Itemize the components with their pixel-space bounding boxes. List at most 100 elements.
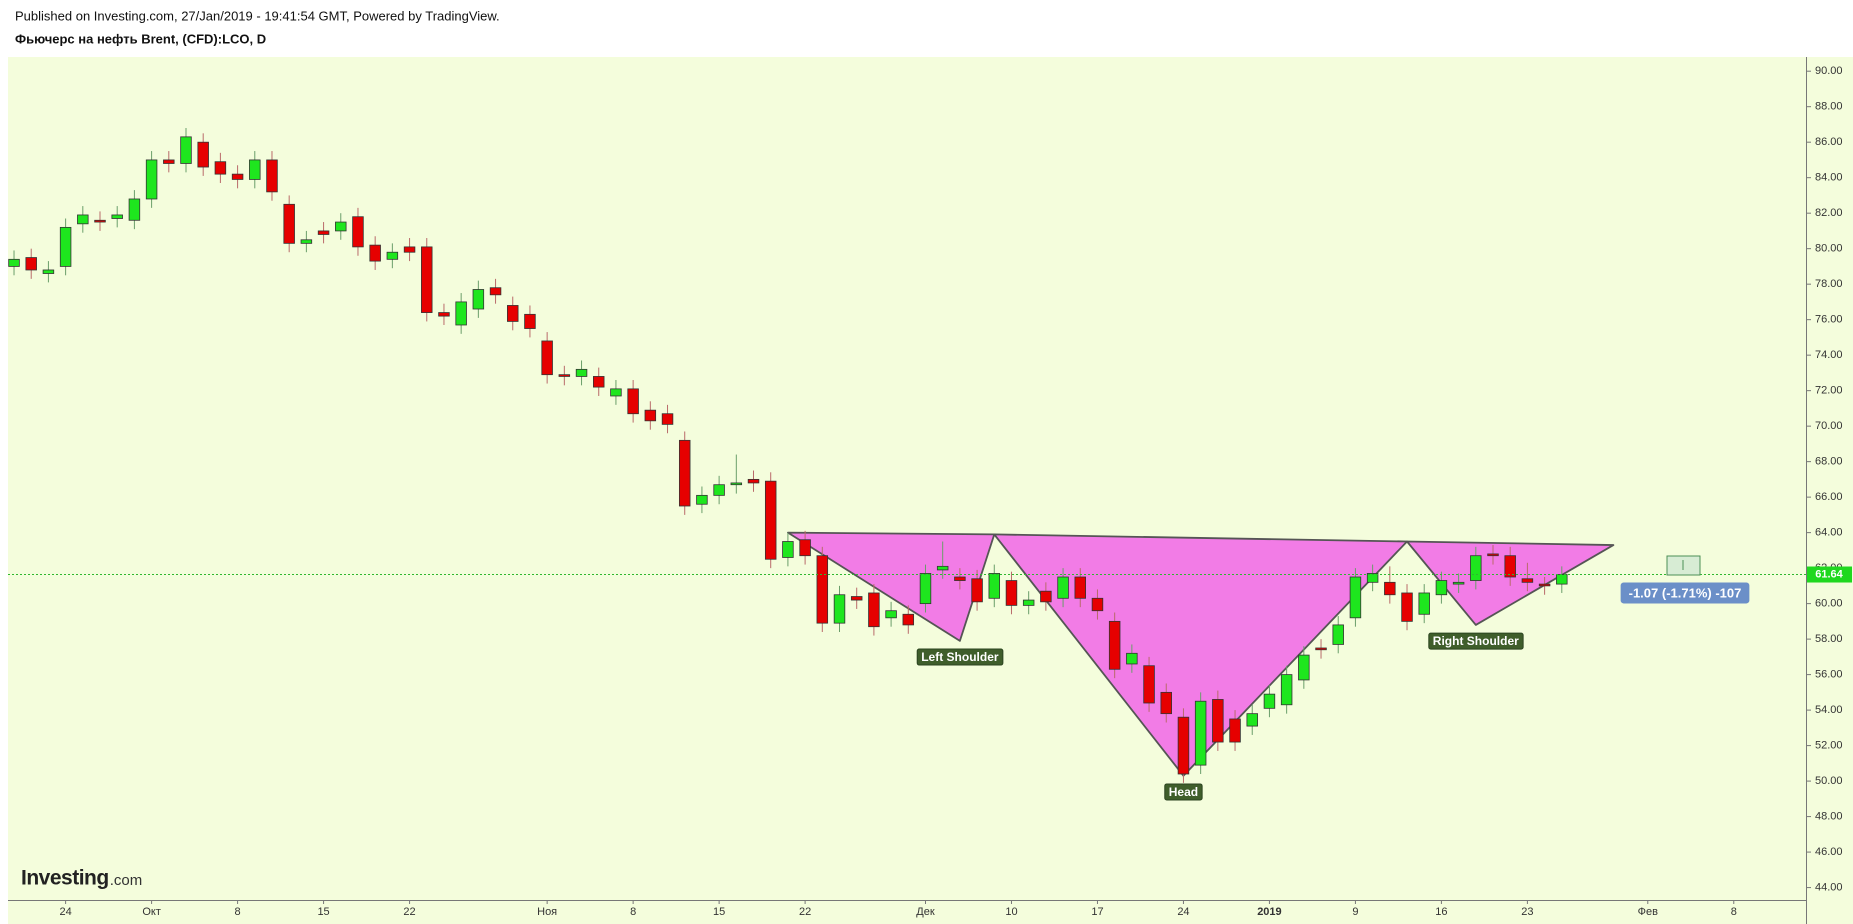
candle-body	[1091, 597, 1104, 612]
candle-body	[1401, 592, 1413, 622]
candle-body	[833, 594, 846, 624]
plot-area	[8, 57, 1806, 900]
candle-body	[541, 340, 553, 376]
y-tick-label: 78.00	[1815, 278, 1843, 290]
x-tick-label: 22	[799, 906, 811, 918]
candle-body	[971, 578, 983, 603]
x-tick-label: 24	[1177, 906, 1189, 918]
candle-body	[644, 409, 657, 422]
candle-body	[1005, 580, 1018, 606]
candle-body	[747, 478, 760, 484]
marks: 44.00 46.00 48.00 50.00 52.00 54.00 56.00 58.00…	[8, 65, 1852, 918]
candle-body	[885, 610, 897, 619]
candle-body	[1538, 583, 1551, 587]
candle-body	[421, 246, 433, 313]
candle-body	[489, 287, 502, 296]
candle-body	[386, 251, 399, 260]
candle-body	[1452, 581, 1465, 585]
candle-body	[713, 484, 725, 496]
candle-body	[145, 159, 158, 200]
candle-body	[1556, 574, 1568, 585]
candle-body	[1074, 576, 1086, 599]
candle-body	[77, 214, 89, 225]
candle-body	[988, 573, 1001, 599]
candle-body	[197, 141, 209, 168]
candle-body	[1040, 590, 1052, 603]
candle-body	[1349, 576, 1362, 619]
candle-body	[180, 136, 192, 164]
candle-body	[1263, 693, 1276, 709]
candle-body	[610, 388, 622, 397]
candle-body	[1143, 665, 1155, 704]
candle-body	[25, 257, 37, 271]
y-tick-label: 86.00	[1815, 136, 1843, 148]
y-axis-area	[1807, 57, 1853, 924]
y-tick-label: 48.00	[1815, 810, 1843, 822]
candle-body	[936, 565, 949, 571]
y-tick-label: 56.00	[1815, 669, 1843, 681]
candle-body	[317, 230, 330, 235]
candle-body	[1126, 652, 1138, 665]
x-tick-label: 23	[1521, 906, 1533, 918]
y-tick-label: 88.00	[1815, 101, 1843, 113]
candle-body	[472, 289, 485, 310]
candle-body	[438, 312, 450, 317]
candle-body	[1194, 700, 1207, 766]
pattern-label: Left Shoulder	[921, 650, 999, 664]
candle-body	[283, 203, 295, 244]
last-price-box	[1807, 566, 1852, 583]
candle-body	[1212, 699, 1224, 743]
candle-body	[816, 555, 829, 624]
pattern-label-box	[1164, 783, 1203, 801]
candle-body	[850, 596, 863, 601]
x-tick-label: 8	[235, 906, 241, 918]
alert-icon	[1666, 555, 1701, 576]
candle-body	[8, 258, 20, 267]
candle-body	[575, 368, 588, 377]
candle-body	[111, 214, 123, 219]
candle-body	[1332, 624, 1344, 645]
candle-body	[249, 159, 261, 180]
y-tick-label: 54.00	[1815, 704, 1843, 716]
x-tick-label: 9	[1352, 906, 1358, 918]
candle-body	[868, 592, 880, 628]
candle-body	[59, 226, 72, 267]
candle-body	[1108, 620, 1121, 670]
pattern-label: Right Shoulder	[1433, 634, 1519, 648]
watermark-suffix: .com	[110, 872, 143, 889]
candle-body	[1504, 555, 1516, 578]
candle-body	[1298, 654, 1310, 681]
candle-body	[94, 219, 106, 223]
y-tick-label: 44.00	[1815, 881, 1843, 893]
candle-body	[919, 573, 932, 605]
y-tick-label: 70.00	[1815, 420, 1843, 432]
y-tick-label: 46.00	[1815, 846, 1843, 858]
candle-body	[335, 221, 347, 232]
x-tick-label: 17	[1091, 906, 1103, 918]
x-tick-label: 8	[1731, 906, 1737, 918]
candle-body	[455, 301, 467, 326]
candle-body	[1470, 555, 1482, 581]
candle-body	[1418, 592, 1430, 615]
candle-body	[593, 376, 605, 388]
candle-body	[558, 374, 571, 377]
x-tick-label: 22	[403, 906, 415, 918]
pattern-label: Head	[1169, 785, 1198, 799]
candle-body	[214, 161, 227, 175]
candle-body	[902, 613, 915, 626]
y-tick-label: 90.00	[1815, 65, 1843, 77]
candle-body	[1022, 599, 1035, 606]
candle-body	[1177, 716, 1190, 775]
candle-body	[1057, 576, 1069, 599]
y-tick-label: 76.00	[1815, 314, 1843, 326]
candle-body	[1229, 718, 1241, 743]
x-tick-label: 15	[317, 906, 329, 918]
last-price-label: 61.64	[1815, 568, 1843, 580]
candle-body	[764, 480, 777, 560]
x-tick-label: 10	[1005, 906, 1017, 918]
published: Published on Investing.com, 27/Jan/2019 …	[15, 8, 500, 23]
candle-body	[661, 413, 674, 425]
change-label: -1.07 (-1.71%) -107	[1629, 585, 1742, 600]
candle-body	[369, 244, 381, 262]
